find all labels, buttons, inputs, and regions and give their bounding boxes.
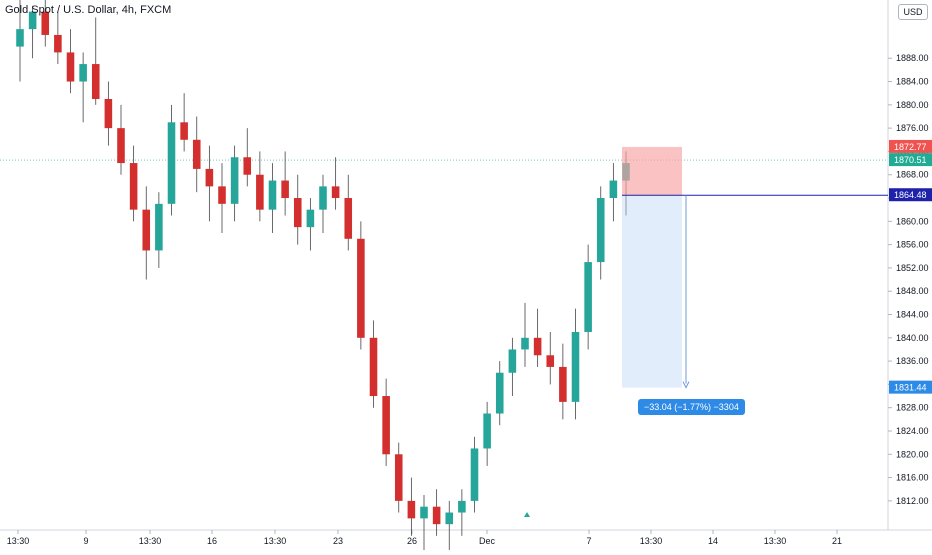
y-tick-label: 1828.00 xyxy=(896,403,929,413)
candle-body xyxy=(508,349,517,373)
position-label: −33.04 (−1.77%) −3304 xyxy=(638,399,745,415)
candle-body xyxy=(382,396,390,455)
candle-body xyxy=(192,139,201,169)
candle-body xyxy=(54,34,62,53)
x-tick-label: 9 xyxy=(83,536,88,546)
candle-body xyxy=(205,168,214,187)
x-tick-label: 14 xyxy=(708,536,718,546)
candle-body xyxy=(357,238,365,338)
price-tag-label: 1870.51 xyxy=(894,155,927,165)
candle-body xyxy=(495,372,504,414)
candle-body xyxy=(167,122,176,204)
signal-marker xyxy=(524,512,530,517)
candle-body xyxy=(293,198,302,228)
candle-body xyxy=(66,52,75,82)
x-tick-label: 13:30 xyxy=(139,536,162,546)
candle-body xyxy=(16,29,24,47)
price-tag-label: 1831.44 xyxy=(894,383,927,393)
candle-body xyxy=(256,174,264,210)
candle-body xyxy=(483,413,491,449)
candle-body xyxy=(571,331,580,402)
position-arrow-head xyxy=(682,381,690,389)
stop-zone xyxy=(622,146,682,196)
currency-button[interactable]: USD xyxy=(898,4,928,20)
y-tick-label: 1816.00 xyxy=(896,473,929,483)
candle-body xyxy=(407,500,416,519)
y-tick-label: 1848.00 xyxy=(896,286,929,296)
candle-body xyxy=(521,337,529,350)
candle-body xyxy=(104,99,113,129)
x-tick-label: 7 xyxy=(586,536,591,546)
x-tick-label: 13:30 xyxy=(264,536,287,546)
candle-body xyxy=(369,337,378,397)
candle-body xyxy=(344,198,353,239)
candle-body xyxy=(546,355,555,367)
x-tick-label: 23 xyxy=(333,536,343,546)
x-tick-label: 26 xyxy=(407,536,417,546)
candle-body xyxy=(41,11,50,35)
y-tick-label: 1820.00 xyxy=(896,449,929,459)
price-tag xyxy=(889,153,932,167)
candle-body xyxy=(445,512,454,525)
y-tick-label: 1856.00 xyxy=(896,240,929,250)
candle-body xyxy=(596,198,605,263)
price-tag xyxy=(889,188,932,202)
candle-body xyxy=(319,186,327,210)
x-tick-label: 16 xyxy=(207,536,217,546)
candle-body xyxy=(306,209,315,228)
x-tick-label: 13:30 xyxy=(764,536,787,546)
y-tick-label: 1884.00 xyxy=(896,77,929,87)
price-tag xyxy=(889,139,932,153)
y-tick-label: 1840.00 xyxy=(896,333,929,343)
candle-body xyxy=(394,454,403,501)
price-tag-label: 1872.77 xyxy=(894,142,927,152)
candle-body xyxy=(281,180,289,199)
y-tick-label: 1852.00 xyxy=(896,263,929,273)
y-tick-label: 1876.00 xyxy=(896,123,929,133)
candle-body xyxy=(91,64,100,100)
candle-body xyxy=(155,203,163,251)
y-tick-label: 1824.00 xyxy=(896,426,929,436)
candle-body xyxy=(230,157,239,204)
candle-body xyxy=(432,506,441,525)
candle-body xyxy=(533,337,542,356)
candle-body xyxy=(609,180,618,199)
candle-body xyxy=(142,209,151,251)
x-tick-label: 13:30 xyxy=(7,536,30,546)
candle-body xyxy=(470,448,479,501)
candle-body xyxy=(180,122,188,140)
candle-body xyxy=(584,262,592,332)
price-tag-label: 1864.48 xyxy=(894,190,927,200)
x-tick-label: 21 xyxy=(832,536,842,546)
candle-body xyxy=(458,500,466,513)
y-tick-label: 1812.00 xyxy=(896,496,929,506)
candle-body xyxy=(79,64,87,82)
candle-body xyxy=(559,366,567,402)
x-tick-label: Dec xyxy=(479,536,496,546)
candle-body xyxy=(420,506,428,519)
y-tick-label: 1860.00 xyxy=(896,216,929,226)
candle-body xyxy=(218,186,226,204)
candle-body xyxy=(28,11,37,30)
price-tag xyxy=(889,380,932,394)
candle-body xyxy=(331,186,340,199)
candle-body xyxy=(268,180,277,210)
x-tick-label: 13:30 xyxy=(640,536,663,546)
candle-body xyxy=(243,157,252,175)
target-zone xyxy=(622,195,682,388)
y-tick-label: 1836.00 xyxy=(896,356,929,366)
chart-title: Gold Spot / U.S. Dollar, 4h, FXCM xyxy=(5,4,172,16)
y-tick-label: 1868.00 xyxy=(896,170,929,180)
y-tick-label: 1844.00 xyxy=(896,310,929,320)
y-tick-label: 1880.00 xyxy=(896,100,929,110)
y-tick-label: 1888.00 xyxy=(896,53,929,63)
candle-body xyxy=(117,128,125,164)
candle-body xyxy=(129,163,138,210)
